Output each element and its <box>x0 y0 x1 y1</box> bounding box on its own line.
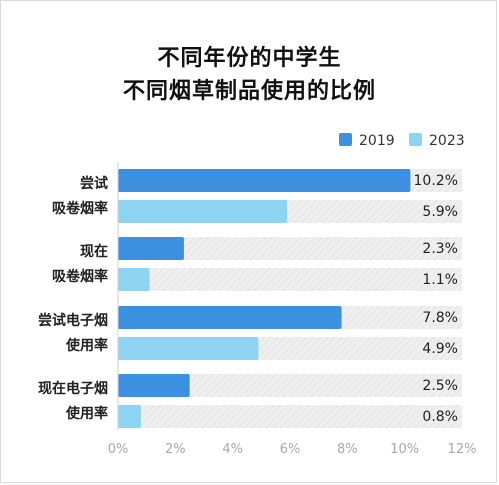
x-tick-label-0: 0% <box>108 442 129 457</box>
bar-2023-3 <box>118 405 141 428</box>
value-label-2019-1: 2.3% <box>422 241 458 257</box>
x-axis: 0% 2% 4% 6% 8% 10% 12% <box>108 162 477 457</box>
x-tick-label-2: 4% <box>222 442 243 457</box>
x-tick-label-6: 12% <box>448 442 477 457</box>
bar-2019-1 <box>118 237 184 260</box>
category-label-0-0: 尝试 <box>80 175 108 192</box>
bar-track-3-1 <box>118 405 462 428</box>
value-label-2023-1: 1.1% <box>422 272 458 288</box>
x-tick-label-4: 8% <box>337 442 358 457</box>
value-label-2023-2: 4.9% <box>422 341 458 357</box>
legend-swatch-2019 <box>339 133 352 146</box>
value-label-2023-3: 0.8% <box>422 409 458 425</box>
legend: 2019 2023 <box>339 133 465 149</box>
bar-track-3-0 <box>118 374 462 397</box>
bar-2019-3 <box>118 374 190 397</box>
bar-2023-2 <box>118 337 259 360</box>
bar-track-1-1 <box>118 268 462 291</box>
category-label-3-1: 使用率 <box>65 405 108 422</box>
bars-group: 尝试吸卷烟率10.2%5.9%现在吸卷烟率2.3%1.1%尝试电子烟使用率7.8… <box>38 169 462 428</box>
category-label-3-0: 现在电子烟 <box>38 380 108 397</box>
chart-title-line1: 不同年份的中学生 <box>157 46 342 71</box>
bar-track-1-0 <box>118 237 462 260</box>
chart-title-line2: 不同烟草制品使用的比例 <box>122 79 376 104</box>
bar-2023-1 <box>118 268 150 291</box>
x-tick-label-5: 10% <box>390 442 419 457</box>
bar-2023-0 <box>118 200 288 223</box>
x-tick-label-3: 6% <box>280 442 301 457</box>
x-tick-label-1: 2% <box>165 442 186 457</box>
category-label-1-1: 吸卷烟率 <box>52 268 108 285</box>
value-label-2019-3: 2.5% <box>422 378 458 394</box>
legend-label-2023: 2023 <box>429 133 465 149</box>
category-label-1-0: 现在 <box>80 243 108 260</box>
category-label-2-1: 使用率 <box>65 337 108 354</box>
bar-2019-2 <box>118 306 342 329</box>
category-label-0-1: 吸卷烟率 <box>52 200 108 217</box>
value-label-2019-0: 10.2% <box>414 173 458 189</box>
value-label-2023-0: 5.9% <box>422 204 458 220</box>
category-label-2-0: 尝试电子烟 <box>38 312 108 329</box>
legend-label-2019: 2019 <box>359 133 395 149</box>
legend-swatch-2023 <box>409 133 422 146</box>
bar-2019-0 <box>118 169 411 192</box>
value-label-2019-2: 7.8% <box>422 310 458 326</box>
